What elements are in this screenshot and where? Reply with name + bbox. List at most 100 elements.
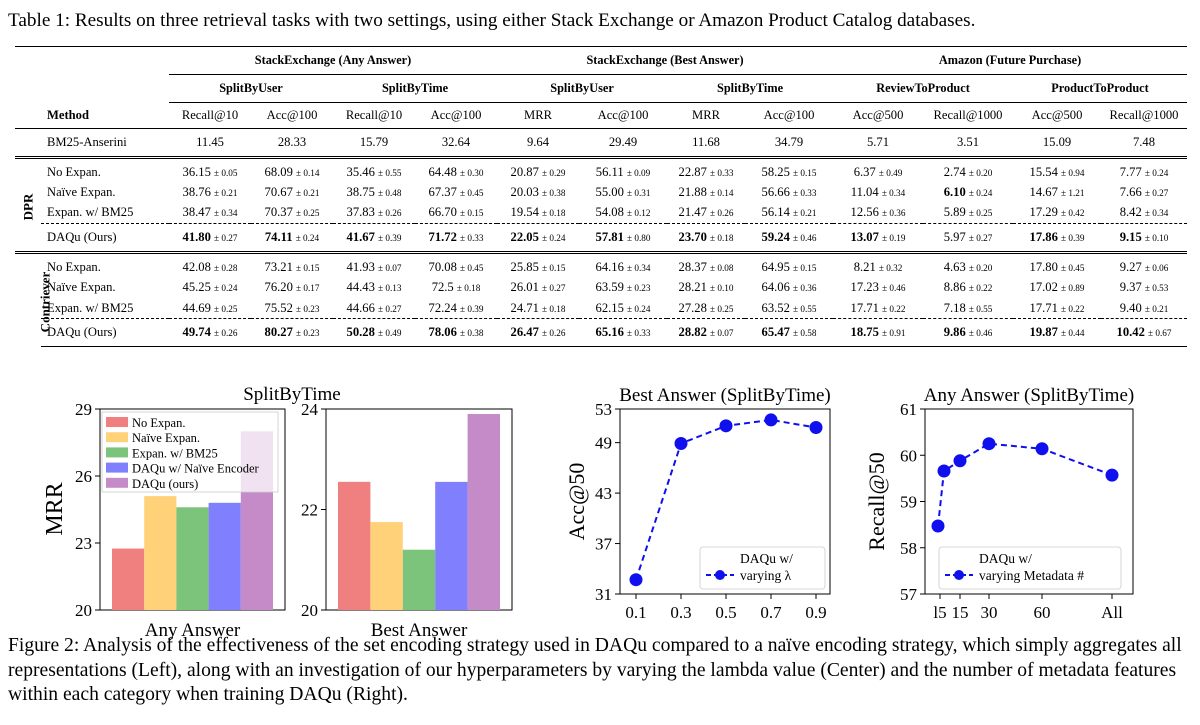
table-cell: 66.70 ± 0.15 [415, 203, 497, 224]
table-cell: 9.15 ± 0.10 [1101, 223, 1188, 253]
lambda-chart-point [674, 436, 688, 450]
cell-std: ± 0.38 [460, 328, 484, 339]
table-cell: 8.42 ± 0.34 [1101, 203, 1187, 224]
metadata-chart-xtick-label: 15 [952, 603, 969, 622]
metric-header: Acc@100 [430, 108, 482, 122]
table-cell: 44.43 ± 0.13 [333, 278, 415, 298]
table-cell: 19.54 ± 0.18 [497, 203, 579, 224]
method-name: BM25-Anserini [41, 128, 169, 158]
table-cell: 4.63 ± 0.20 [923, 251, 1014, 278]
any-answer-xlabel: Any Answer [145, 620, 241, 640]
cell-std: ± 0.33 [710, 167, 734, 178]
cell-value: 21.88 [678, 185, 707, 200]
legend-label: No Expan. [132, 416, 185, 430]
cell-value: 64.48 [428, 164, 457, 179]
legend-label: DAQu (ours) [132, 477, 198, 491]
cell-std: ± 0.08 [710, 262, 734, 273]
legend-swatch [106, 432, 128, 443]
lambda-chart-ytick-label: 43 [595, 484, 612, 503]
split-header: SplitByTime [333, 74, 498, 103]
cell-std: ± 0.80 [627, 233, 651, 244]
cell-value: 63.52 [761, 300, 790, 315]
metadata-chart-xtick-label: 30 [981, 603, 998, 622]
table-row: DPR No Expan. 36.15 ± 0.05 68.09 ± 0.14 35.4… [15, 155, 1188, 253]
table-cell: 54.08 ± 0.12 [579, 203, 667, 224]
table-cell: 44.66 ± 0.27 [333, 298, 415, 319]
legend-swatch [106, 447, 128, 458]
lambda-chart-xtick-label: 0.3 [670, 603, 691, 622]
table-cell: 70.37 ± 0.25 [251, 203, 333, 224]
metadata-chart-ytick-label: 61 [900, 400, 917, 419]
table-cell: 17.29 ± 0.42 [1013, 203, 1101, 224]
cell-value: 41.80 [182, 230, 211, 245]
table-cell: 20.03 ± 0.38 [497, 182, 579, 202]
cell-std: ± 0.49 [378, 328, 402, 339]
table-cell: 44.69 ± 0.25 [169, 298, 251, 319]
table-cell: 17.71 ± 0.22 [833, 298, 923, 319]
cell-value: 25.85 [510, 259, 539, 274]
cell-std: ± 1.21 [1061, 188, 1085, 199]
lambda-chart-ytick-label: 53 [595, 400, 612, 419]
cell-std: ± 0.45 [1061, 262, 1085, 273]
cell-value: 15.54 [1029, 164, 1058, 179]
lambda-chart-xtick-label: 0.9 [805, 603, 826, 622]
cell-std: ± 0.10 [710, 283, 734, 294]
table-cell: 27.28 ± 0.25 [667, 298, 745, 319]
cell-std: ± 0.28 [214, 262, 238, 273]
table-cell: 57.81 ± 0.80 [579, 223, 668, 253]
legend-swatch [106, 477, 128, 488]
cell-value: 72.5 [431, 280, 454, 295]
table-cell: 64.06 ± 0.36 [745, 278, 833, 298]
method-name: Expan. w/ BM25 [47, 300, 134, 315]
table-cell: 8.21 ± 0.32 [833, 251, 924, 278]
cell-value: 28.37 [678, 259, 707, 274]
table-cell: 65.16 ± 0.33 [579, 318, 668, 348]
cell-std: ± 0.07 [710, 328, 734, 339]
cell-std: ± 0.15 [793, 167, 817, 178]
legend-label: Expan. w/ BM25 [132, 446, 218, 460]
table-caption: Table 1: Results on three retrieval task… [8, 10, 976, 31]
table-row-ours: DAQu (Ours) 41.80 ± 0.27 74.11 ± 0.24 41.67… [15, 223, 1188, 253]
best-answer-bar [338, 481, 371, 610]
cell-value: 72.24 [428, 300, 457, 315]
table-cell: 38.76 ± 0.21 [169, 182, 251, 202]
table-row: Expan. w/ BM25 44.69 ± 0.25 75.52 ± 0.23 44… [15, 298, 1187, 319]
cell-value: 65.16 [595, 325, 624, 340]
cell-value: 65.47 [761, 325, 790, 340]
cell-std: ± 0.33 [627, 328, 651, 339]
table-cell: 28.21 ± 0.10 [667, 278, 745, 298]
table-cell: 72.5 ± 0.18 [415, 278, 497, 298]
cell-value: 8.21 [853, 259, 876, 274]
metadata-chart-point [931, 519, 945, 533]
table-cell: 34.79 [745, 128, 834, 158]
any-answer-ytick-label: 26 [75, 467, 92, 486]
cell-std: ± 0.10 [1144, 233, 1169, 244]
cell-std: ± 0.27 [968, 233, 993, 244]
lambda-chart-point [719, 419, 733, 433]
split-header: SplitByUser [169, 74, 333, 103]
group-header: Amazon (Future Purchase) [833, 46, 1188, 75]
cell-value: 17.71 [1029, 300, 1058, 315]
table-cell: 59.24 ± 0.46 [745, 223, 834, 253]
group-header: StackExchange (Any Answer) [169, 46, 498, 75]
table-cell: 26.01 ± 0.27 [497, 278, 579, 298]
table-cell: 68.09 ± 0.14 [251, 156, 333, 183]
cell-std: ± 0.48 [378, 188, 402, 199]
table-cell: 56.11 ± 0.09 [579, 156, 668, 183]
table-cell: 64.95 ± 0.15 [745, 251, 834, 278]
metadata-chart-ytick-label: 59 [900, 493, 917, 512]
table-cell: 41.67 ± 0.39 [333, 223, 415, 253]
cell-value: 12.56 [850, 205, 879, 220]
cell-value: 42.08 [182, 259, 211, 274]
figure-center-lambda-chart: Best Answer (SplitByTime) Acc@50 31 37 43 49 5… [564, 385, 831, 622]
cell-std: ± 0.34 [1144, 208, 1169, 219]
cell-std: ± 0.21 [793, 208, 817, 219]
cell-value: 64.06 [761, 280, 790, 295]
table-cell: 11.04 ± 0.34 [833, 182, 923, 202]
cell-std: ± 0.33 [793, 188, 817, 199]
cell-std: ± 0.32 [878, 262, 903, 273]
metadata-chart-legend-label: varying Metadata # [979, 568, 1084, 583]
cell-std: ± 0.45 [460, 188, 484, 199]
cell-value: 20.87 [510, 164, 539, 179]
table-cell: 18.75 ± 0.91 [833, 318, 924, 348]
